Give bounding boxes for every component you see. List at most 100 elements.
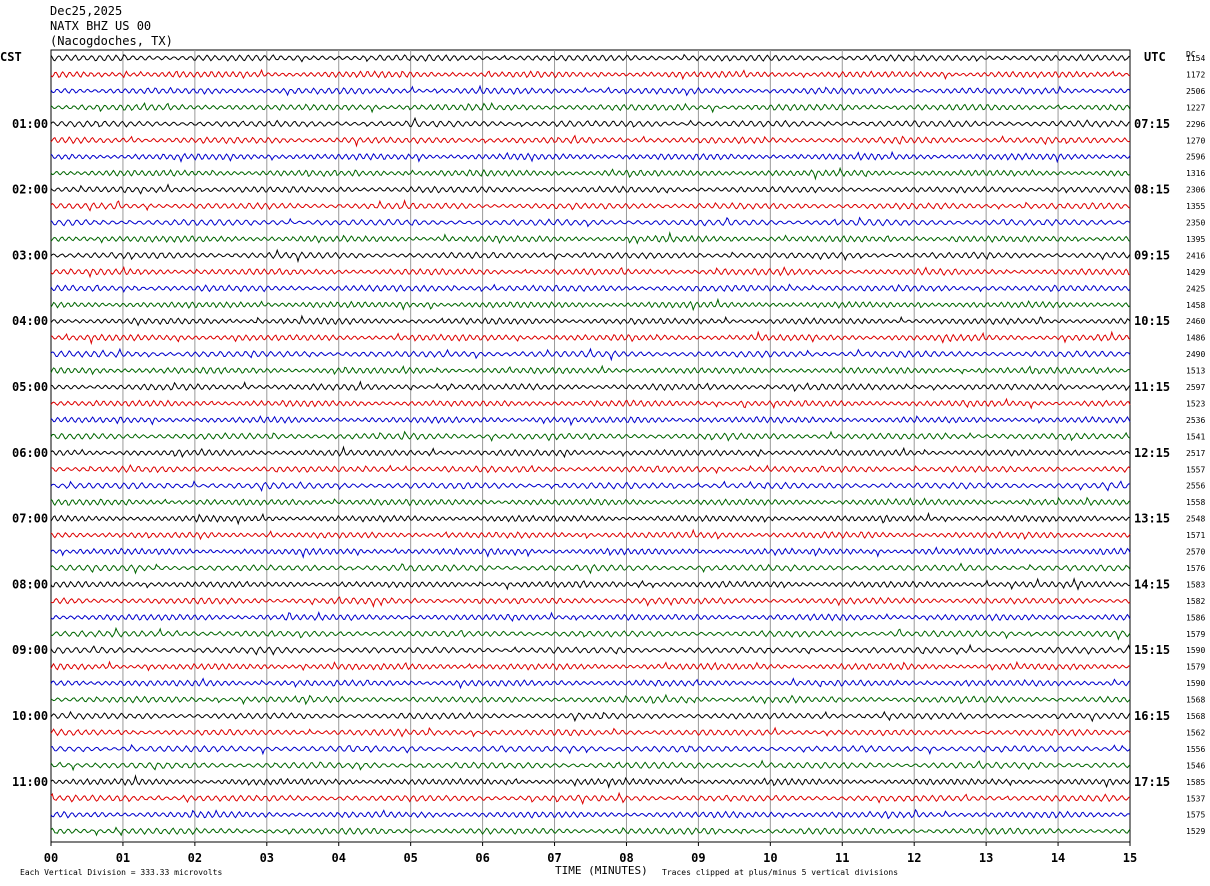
x-tick-label: 04 bbox=[332, 851, 346, 865]
x-tick-label: 08 bbox=[619, 851, 633, 865]
seismic-trace bbox=[50, 577, 1131, 591]
seismic-trace bbox=[50, 397, 1131, 410]
dc-value: 1582 bbox=[1186, 597, 1205, 606]
right-hour-label: 07:15 bbox=[1134, 117, 1170, 131]
left-hour-label: 03:00 bbox=[12, 248, 48, 262]
right-hour-label: 08:15 bbox=[1134, 183, 1170, 197]
dc-value: 2306 bbox=[1186, 186, 1205, 195]
left-hour-label: 08:00 bbox=[12, 577, 48, 591]
dc-value: 1571 bbox=[1186, 531, 1205, 540]
dc-value: 2460 bbox=[1186, 317, 1205, 326]
dc-value: 2296 bbox=[1186, 120, 1205, 129]
seismic-trace bbox=[50, 216, 1131, 228]
left-hour-label: 09:00 bbox=[12, 643, 48, 657]
left-hour-label: 05:00 bbox=[12, 380, 48, 394]
right-hour-label: 17:15 bbox=[1134, 775, 1170, 789]
seismic-trace bbox=[50, 546, 1131, 559]
x-tick-label: 15 bbox=[1123, 851, 1137, 865]
dc-value: 2597 bbox=[1186, 383, 1205, 392]
dc-value: 2536 bbox=[1186, 416, 1205, 425]
right-hour-label: 13:15 bbox=[1134, 512, 1170, 526]
dc-value: 1590 bbox=[1186, 646, 1205, 655]
dc-value: 1154 bbox=[1186, 54, 1205, 63]
seismic-trace bbox=[50, 134, 1131, 148]
dc-column-label: DC bbox=[1186, 50, 1196, 59]
dc-value: 2416 bbox=[1186, 251, 1205, 260]
dc-value: 1579 bbox=[1186, 663, 1205, 672]
seismic-trace bbox=[50, 791, 1131, 806]
seismic-trace bbox=[50, 464, 1131, 475]
dc-value: 1486 bbox=[1186, 334, 1205, 343]
seismic-trace bbox=[50, 496, 1131, 507]
dc-value: 1556 bbox=[1186, 745, 1205, 754]
dc-value: 1537 bbox=[1186, 794, 1205, 803]
seismic-trace bbox=[50, 266, 1131, 279]
left-hour-label: 02:00 bbox=[12, 183, 48, 197]
seismic-trace bbox=[50, 116, 1131, 128]
seismic-trace bbox=[50, 528, 1131, 541]
dc-value: 1270 bbox=[1186, 136, 1205, 145]
seismic-trace bbox=[50, 726, 1131, 738]
dc-value: 2517 bbox=[1186, 449, 1205, 458]
seismic-trace bbox=[50, 166, 1131, 181]
seismic-trace bbox=[50, 248, 1131, 264]
dc-value: 1513 bbox=[1186, 367, 1205, 376]
left-hour-label: 06:00 bbox=[12, 446, 48, 460]
seismic-trace bbox=[50, 297, 1131, 312]
seismic-trace bbox=[50, 380, 1131, 393]
seismic-trace bbox=[50, 610, 1131, 623]
header-date: Dec25,2025 bbox=[50, 4, 123, 18]
plot-frame bbox=[50, 49, 1131, 843]
seismic-trace bbox=[50, 415, 1131, 427]
x-tick-label: 01 bbox=[116, 851, 130, 865]
dc-value: 1576 bbox=[1186, 564, 1205, 573]
dc-value: 1523 bbox=[1186, 399, 1205, 408]
seismic-trace bbox=[50, 283, 1131, 293]
seismic-trace bbox=[50, 677, 1131, 690]
right-timezone-label: UTC bbox=[1144, 50, 1166, 64]
right-hour-label: 12:15 bbox=[1134, 446, 1170, 460]
seismic-trace bbox=[50, 480, 1131, 493]
dc-value: 2556 bbox=[1186, 482, 1205, 491]
dc-value: 2506 bbox=[1186, 87, 1205, 96]
x-tick-label: 09 bbox=[691, 851, 705, 865]
right-hour-label: 11:15 bbox=[1134, 380, 1170, 394]
right-hour-label: 14:15 bbox=[1134, 577, 1170, 591]
dc-value: 1558 bbox=[1186, 498, 1205, 507]
dc-value: 2350 bbox=[1186, 219, 1205, 228]
dc-value: 1585 bbox=[1186, 778, 1205, 787]
seismic-trace bbox=[50, 150, 1131, 164]
x-tick-label: 11 bbox=[835, 851, 849, 865]
dc-value: 1541 bbox=[1186, 432, 1205, 441]
dc-value: 1172 bbox=[1186, 70, 1205, 79]
dc-value: 1575 bbox=[1186, 811, 1205, 820]
dc-value: 1583 bbox=[1186, 580, 1205, 589]
x-tick-label: 03 bbox=[260, 851, 274, 865]
seismic-trace bbox=[50, 445, 1131, 459]
header-location: (Nacogdoches, TX) bbox=[50, 34, 173, 48]
seismic-trace bbox=[50, 314, 1131, 327]
scale-note: Each Vertical Division = 333.33 microvol… bbox=[20, 868, 223, 877]
seismic-trace bbox=[50, 364, 1131, 376]
dc-value: 1586 bbox=[1186, 613, 1205, 622]
dc-value: 1395 bbox=[1186, 235, 1205, 244]
dc-value: 1579 bbox=[1186, 630, 1205, 639]
dc-value: 2425 bbox=[1186, 284, 1205, 293]
header-station: NATX BHZ US 00 bbox=[50, 19, 152, 33]
dc-value: 1429 bbox=[1186, 268, 1205, 277]
seismic-trace bbox=[50, 826, 1131, 837]
seismic-trace bbox=[50, 643, 1131, 656]
seismic-trace bbox=[50, 596, 1131, 608]
dc-value: 1458 bbox=[1186, 301, 1205, 310]
dc-value: 1562 bbox=[1186, 728, 1205, 737]
seismic-trace bbox=[50, 183, 1131, 195]
seismic-trace bbox=[50, 84, 1131, 97]
seismic-trace bbox=[50, 68, 1131, 81]
seismic-trace bbox=[50, 562, 1131, 575]
dc-value: 2570 bbox=[1186, 548, 1205, 557]
right-hour-label: 16:15 bbox=[1134, 709, 1170, 723]
dc-value: 1590 bbox=[1186, 679, 1205, 688]
seismic-trace bbox=[50, 660, 1131, 672]
x-tick-label: 12 bbox=[907, 851, 921, 865]
